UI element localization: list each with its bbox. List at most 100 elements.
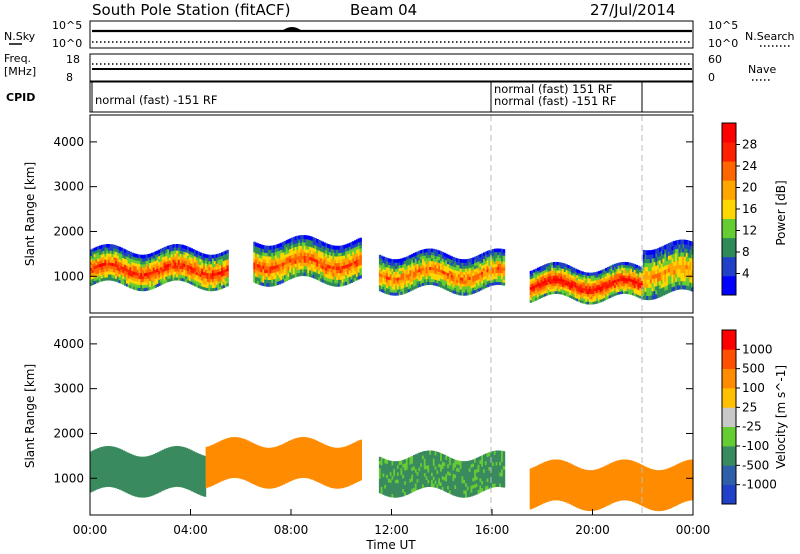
velocity-cell bbox=[182, 459, 185, 464]
power-cell bbox=[341, 245, 344, 250]
power-cell bbox=[283, 251, 287, 255]
power-cell bbox=[488, 265, 491, 269]
velocity-cell bbox=[252, 467, 255, 472]
power-cell bbox=[423, 252, 427, 256]
power-cell bbox=[592, 298, 595, 302]
power-cell bbox=[450, 286, 454, 290]
power-cell bbox=[95, 279, 98, 284]
power-cell bbox=[667, 280, 671, 285]
velocity-cell bbox=[194, 480, 198, 486]
power-cell bbox=[596, 300, 599, 304]
power-cell bbox=[107, 259, 111, 263]
power-cell bbox=[673, 253, 676, 258]
power-cell bbox=[300, 258, 303, 263]
power-cell bbox=[262, 251, 265, 256]
power-cell bbox=[594, 272, 597, 276]
power-cell bbox=[583, 287, 586, 291]
power-cell bbox=[109, 274, 113, 278]
power-cell bbox=[554, 261, 558, 266]
power-cell bbox=[165, 249, 168, 253]
power-cell bbox=[115, 269, 118, 273]
velocity-cell bbox=[149, 491, 152, 497]
velocity-cell bbox=[124, 467, 127, 473]
power-cell bbox=[673, 240, 676, 246]
colorbar-tick-label: 4 bbox=[742, 267, 750, 281]
power-cell bbox=[325, 243, 328, 248]
power-cell bbox=[657, 268, 660, 274]
velocity-cell bbox=[325, 453, 328, 458]
velocity-cell bbox=[176, 466, 180, 471]
velocity-cell bbox=[104, 478, 107, 483]
power-cell bbox=[109, 271, 113, 275]
power-cell bbox=[226, 276, 229, 281]
power-cell bbox=[280, 249, 283, 254]
power-cell bbox=[483, 261, 486, 265]
power-cell bbox=[578, 296, 581, 300]
power-cell bbox=[545, 276, 549, 280]
power-cell bbox=[619, 270, 622, 274]
power-cell bbox=[658, 288, 662, 294]
power-cell bbox=[612, 285, 615, 289]
power-cell bbox=[651, 278, 655, 284]
velocity-cell bbox=[151, 482, 154, 488]
power-cell bbox=[201, 265, 204, 269]
power-cell bbox=[642, 286, 646, 292]
power-cell bbox=[653, 265, 656, 271]
power-cell bbox=[601, 280, 604, 284]
power-cell bbox=[492, 273, 495, 277]
velocity-cell bbox=[91, 466, 95, 472]
power-cell bbox=[319, 274, 323, 279]
power-cell bbox=[145, 275, 148, 279]
velocity-cell bbox=[311, 442, 314, 448]
power-cell bbox=[120, 250, 123, 255]
velocity-cell bbox=[302, 469, 305, 474]
velocity-cell bbox=[322, 459, 325, 465]
power-cell bbox=[644, 291, 647, 296]
power-cell bbox=[538, 272, 542, 276]
power-cell bbox=[391, 262, 394, 266]
power-cell bbox=[334, 269, 337, 274]
velocity-cell bbox=[146, 460, 149, 465]
velocity-cell bbox=[221, 460, 225, 465]
power-cell bbox=[633, 277, 637, 281]
power-cell bbox=[312, 274, 316, 279]
power-cell bbox=[314, 244, 317, 249]
velocity-cell bbox=[191, 482, 194, 488]
velocity-cell bbox=[293, 458, 296, 464]
velocity-cell bbox=[239, 441, 242, 447]
power-cell bbox=[343, 251, 346, 256]
power-cell bbox=[578, 270, 581, 274]
power-cell bbox=[336, 255, 339, 260]
power-cell bbox=[465, 277, 468, 281]
velocity-cell bbox=[169, 459, 172, 464]
power-cell bbox=[425, 281, 428, 286]
power-cell bbox=[588, 298, 592, 302]
power-cell bbox=[456, 288, 459, 292]
velocity-cell bbox=[248, 441, 251, 446]
power-cell bbox=[536, 272, 540, 277]
velocity-cell bbox=[189, 453, 192, 459]
velocity-cell bbox=[165, 460, 169, 465]
colorbar-tick-label: 28 bbox=[742, 138, 757, 152]
power-cell bbox=[632, 279, 635, 283]
power-cell bbox=[224, 280, 227, 285]
power-cell bbox=[357, 272, 361, 276]
power-cell bbox=[321, 255, 325, 260]
power-cell bbox=[651, 262, 655, 267]
velocity-cell bbox=[106, 478, 109, 483]
power-cell bbox=[623, 290, 626, 294]
power-cell bbox=[633, 287, 637, 291]
power-cell bbox=[466, 264, 470, 269]
velocity-cell bbox=[243, 475, 246, 480]
velocity-cell bbox=[261, 475, 264, 480]
power-cell bbox=[186, 270, 190, 275]
power-cell bbox=[129, 272, 132, 277]
power-cell bbox=[425, 260, 428, 265]
power-cell bbox=[466, 285, 470, 290]
power-cell bbox=[133, 286, 136, 290]
power-cell bbox=[273, 255, 276, 260]
power-cell bbox=[256, 250, 260, 255]
power-cell bbox=[571, 269, 574, 273]
velocity-cell bbox=[250, 458, 253, 463]
power-cell bbox=[389, 267, 393, 272]
